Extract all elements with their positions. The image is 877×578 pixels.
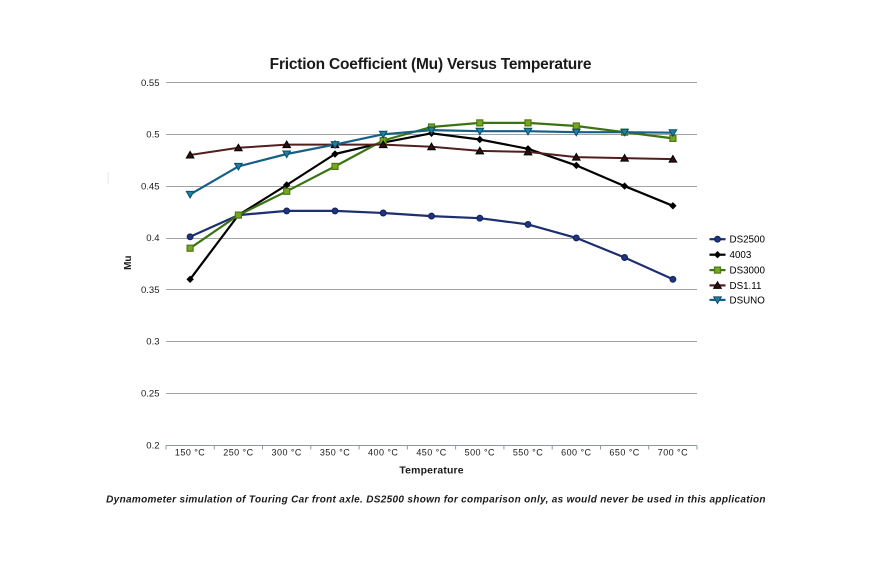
svg-text:Temperature: Temperature [399, 465, 463, 476]
svg-text:DSUNO: DSUNO [730, 295, 766, 306]
svg-text:0.4: 0.4 [146, 233, 159, 244]
svg-text:0.25: 0.25 [141, 389, 160, 400]
svg-text:0.3: 0.3 [146, 337, 159, 348]
svg-text:Friction Coefficient (Mu) Vers: Friction Coefficient (Mu) Versus Tempera… [270, 56, 592, 73]
svg-text:DS1.11: DS1.11 [730, 281, 762, 292]
svg-text:450 °C: 450 °C [416, 448, 446, 458]
svg-text:350 °C: 350 °C [320, 448, 350, 458]
svg-text:250 °C: 250 °C [223, 448, 253, 458]
svg-text:0.55: 0.55 [141, 78, 160, 89]
svg-text:0.2: 0.2 [146, 440, 159, 451]
svg-text:0.5: 0.5 [146, 130, 159, 141]
svg-text:550 °C: 550 °C [513, 448, 543, 458]
svg-text:4003: 4003 [730, 250, 752, 261]
svg-text:500 °C: 500 °C [465, 448, 495, 458]
svg-text:600 °C: 600 °C [561, 448, 591, 458]
svg-text:650 °C: 650 °C [609, 448, 639, 458]
svg-text:400 °C: 400 °C [368, 448, 398, 458]
svg-text:0.45: 0.45 [141, 181, 160, 192]
svg-text:DS3000: DS3000 [730, 266, 766, 277]
svg-text:Mu: Mu [123, 255, 134, 269]
svg-text:150 °C: 150 °C [175, 448, 205, 458]
svg-text:0.35: 0.35 [141, 285, 160, 296]
svg-text:DS2500: DS2500 [730, 235, 766, 246]
svg-text:300 °C: 300 °C [272, 448, 302, 458]
svg-text:700 °C: 700 °C [658, 448, 688, 458]
svg-text:Dynamometer simulation of Tour: Dynamometer simulation of Touring Car fr… [106, 495, 766, 506]
